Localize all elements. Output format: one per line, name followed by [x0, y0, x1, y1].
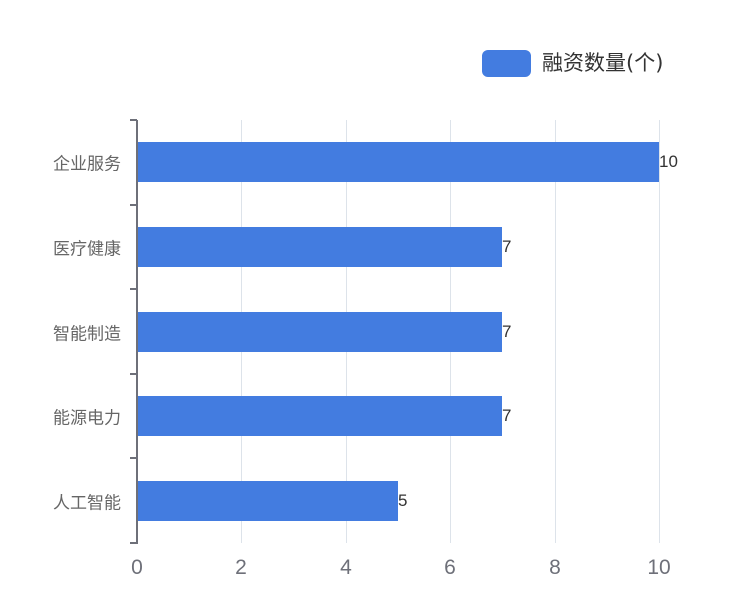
x-tick-label: 2 [235, 556, 247, 579]
y-category-label: 能源电力 [53, 408, 121, 429]
bar[interactable] [138, 142, 659, 182]
y-tick [130, 204, 137, 206]
x-tick-label: 8 [549, 556, 561, 579]
gridline [555, 120, 556, 543]
bar-value-label: 7 [502, 321, 512, 341]
x-tick-label: 6 [444, 556, 456, 579]
y-category-label: 人工智能 [53, 493, 121, 514]
legend-swatch [482, 50, 531, 77]
y-tick [130, 542, 137, 544]
x-tick-label: 4 [340, 556, 352, 579]
bar[interactable] [138, 481, 398, 521]
bar[interactable] [138, 312, 502, 352]
gridline [659, 120, 660, 543]
y-tick [130, 119, 137, 121]
x-tick-label: 0 [131, 556, 143, 579]
y-tick [130, 373, 137, 375]
bar[interactable] [138, 396, 502, 436]
y-category-label: 智能制造 [53, 324, 121, 344]
y-axis-line [136, 120, 138, 544]
x-tick-label: 10 [647, 556, 671, 579]
y-category-label: 医疗健康 [53, 239, 121, 260]
y-tick [130, 457, 137, 459]
legend-label: 融资数量(个) [542, 51, 664, 75]
bar-value-label: 7 [502, 236, 512, 256]
bar-value-label: 7 [502, 406, 512, 426]
bar-value-label: 10 [659, 152, 678, 172]
bar-value-label: 5 [398, 490, 408, 510]
y-category-label: 企业服务 [53, 154, 121, 175]
y-tick [130, 288, 137, 290]
legend[interactable]: 融资数量(个) [482, 50, 663, 77]
bar[interactable] [138, 227, 502, 267]
